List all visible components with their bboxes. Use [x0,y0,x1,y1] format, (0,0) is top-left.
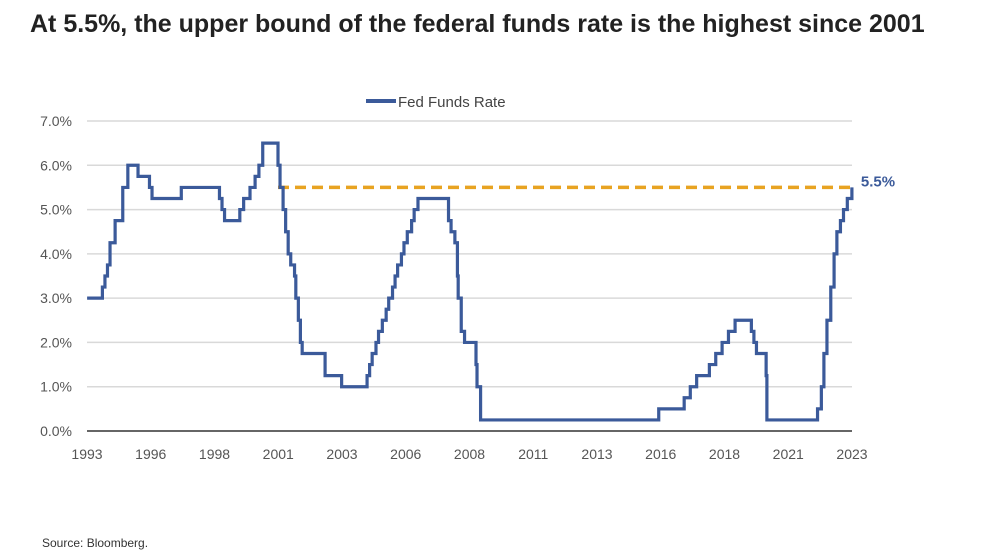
y-tick-label: 7.0% [40,113,72,129]
x-tick-label: 1998 [199,446,230,462]
x-tick-label: 2016 [645,446,676,462]
x-tick-label: 2011 [518,446,548,462]
legend-label: Fed Funds Rate [398,94,506,111]
x-tick-label: 2003 [326,446,357,462]
series-fed-funds-rate [87,141,854,422]
legend: Fed Funds Rate [366,94,506,111]
y-tick-label: 1.0% [40,379,72,395]
fed-funds-chart: 0.0% 1.0% 2.0% 3.0% 4.0% 5.0% 6.0% 7.0% 1993 199… [40,94,895,462]
y-tick-label: 2.0% [40,334,72,350]
x-tick-label: 2001 [263,446,294,462]
chart-title: At 5.5%, the upper bound of the federal … [30,10,925,38]
reference-label: 5.5% [861,173,895,190]
x-tick-label: 2008 [454,446,485,462]
x-tick-label: 1996 [135,446,166,462]
source-note: Source: Bloomberg. [42,536,149,550]
y-tick-label: 3.0% [40,290,72,306]
y-tick-label: 6.0% [40,157,72,173]
x-tick-label: 2006 [390,446,421,462]
y-tick-label: 5.0% [40,202,72,218]
y-tick-label: 0.0% [40,423,72,439]
x-tick-label: 2023 [836,446,867,462]
x-tick-label: 2018 [709,446,740,462]
x-tick-label: 2013 [581,446,612,462]
x-tick-label: 2021 [773,446,804,462]
x-tick-label: 1993 [71,446,102,462]
y-tick-label: 4.0% [40,246,72,262]
